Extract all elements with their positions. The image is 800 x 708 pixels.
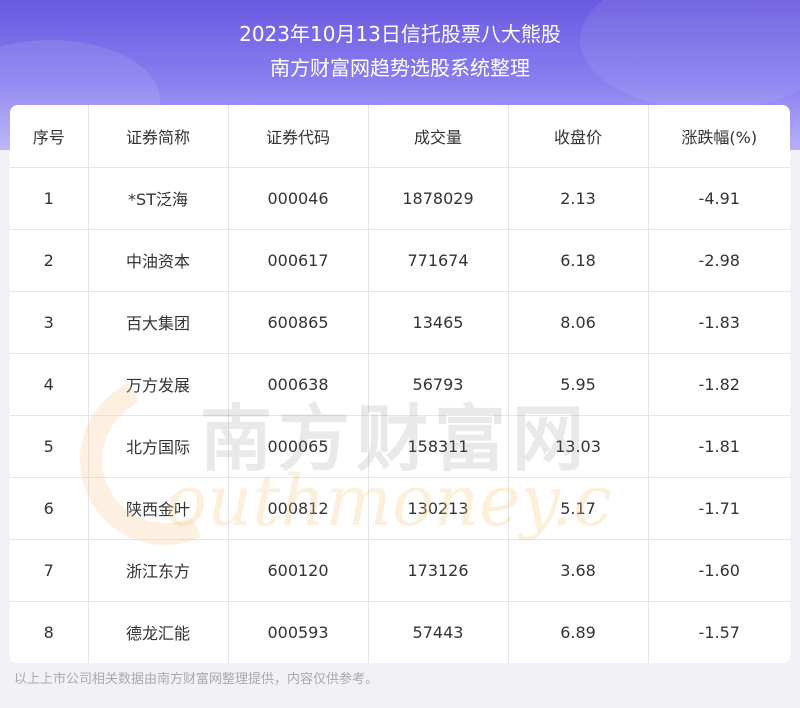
cell-index: 2 xyxy=(10,229,89,292)
cell-name: *ST泛海 xyxy=(88,167,229,230)
cell-change: -1.57 xyxy=(698,622,740,642)
cell-change: -1.71 xyxy=(648,477,790,540)
cell-code: 000812 xyxy=(228,477,369,540)
cell-change: -4.91 xyxy=(648,167,790,230)
cell-code: 000593 xyxy=(228,601,369,663)
table-row: 2 中油资本 000617 771674 6.18 -2.98 xyxy=(10,229,790,292)
cell-name: 德龙汇能 xyxy=(88,601,229,663)
cell-index: 6 xyxy=(10,477,89,540)
cell-index: 7 xyxy=(10,539,89,602)
cell-close: 5.17 xyxy=(508,477,649,540)
cell-index: 4 xyxy=(10,353,89,416)
cell-volume: 158311 xyxy=(368,415,509,478)
cell-close: 5.95 xyxy=(508,353,649,416)
table-card: 序号 证券简称 证券代码 成交量 收盘价 涨跌幅(%) 1 *ST泛海 0000… xyxy=(10,105,790,663)
cell-code: 000638 xyxy=(228,353,369,416)
cell-close: 13.03 xyxy=(508,415,649,478)
cell-volume: 57443 xyxy=(368,601,509,663)
cell-volume: 130213 xyxy=(368,477,509,540)
cell-close: 8.06 xyxy=(508,291,649,354)
table-header-row: 序号 证券简称 证券代码 成交量 收盘价 涨跌幅(%) xyxy=(10,105,790,168)
cell-close: 6.89 xyxy=(508,601,649,663)
cell-volume: 1878029 xyxy=(368,167,509,230)
cell-volume: 771674 xyxy=(368,229,509,292)
header-code: 证券代码 xyxy=(228,105,369,168)
cell-code: 600120 xyxy=(228,539,369,602)
cell-name: 中油资本 xyxy=(88,229,229,292)
cell-name: 北方国际 xyxy=(88,415,229,478)
cell-change: -2.98 xyxy=(648,229,790,292)
header-change: 涨跌幅(%) xyxy=(648,105,790,168)
table-row: 5 北方国际 000065 158311 13.03 -1.81 xyxy=(10,415,790,478)
table-row: 1 *ST泛海 000046 1878029 2.13 -4.91 xyxy=(10,167,790,230)
cell-index: 3 xyxy=(10,291,89,354)
cell-change: -1.81 xyxy=(648,415,790,478)
header-close: 收盘价 xyxy=(508,105,649,168)
cell-volume: 173126 xyxy=(368,539,509,602)
cell-name: 百大集团 xyxy=(88,291,229,354)
cell-change: -1.83 xyxy=(648,291,790,354)
cell-name: 陕西金叶 xyxy=(88,477,229,540)
page-subtitle: 南方财富网趋势选股系统整理 xyxy=(270,56,530,80)
cell-code: 000617 xyxy=(228,229,369,292)
header-index: 序号 xyxy=(10,105,89,168)
table-row: 8 德龙汇能 000593 57443 6.89 -1.57 xyxy=(10,601,790,663)
footer-note: 以上上市公司相关数据由南方财富网整理提供，内容仅供参考。 xyxy=(14,672,379,687)
cell-index: 1 xyxy=(10,167,89,230)
cell-name: 万方发展 xyxy=(88,353,229,416)
cell-name: 浙江东方 xyxy=(88,539,229,602)
cell-volume: 13465 xyxy=(368,291,509,354)
cell-code: 600865 xyxy=(228,291,369,354)
cell-close: 3.68 xyxy=(508,539,649,602)
page-title: 2023年10月13日信托股票八大熊股 xyxy=(239,22,561,46)
cell-close: 2.13 xyxy=(508,167,649,230)
table-row: 4 万方发展 000638 56793 5.95 -1.82 xyxy=(10,353,790,416)
cell-index: 8 xyxy=(10,601,89,663)
table-row: 3 百大集团 600865 13465 8.06 -1.83 xyxy=(10,291,790,354)
header-volume: 成交量 xyxy=(368,105,509,168)
cell-change: -1.60 xyxy=(648,539,790,602)
cell-index: 5 xyxy=(10,415,89,478)
cell-code: 000046 xyxy=(228,167,369,230)
cell-code: 000065 xyxy=(228,415,369,478)
table-row: 6 陕西金叶 000812 130213 5.17 -1.71 xyxy=(10,477,790,540)
cell-volume: 56793 xyxy=(368,353,509,416)
stock-table: 序号 证券简称 证券代码 成交量 收盘价 涨跌幅(%) 1 *ST泛海 0000… xyxy=(10,105,790,663)
table-row: 7 浙江东方 600120 173126 3.68 -1.60 xyxy=(10,539,790,602)
header-name: 证券简称 xyxy=(88,105,229,168)
cell-close: 6.18 xyxy=(508,229,649,292)
cell-change: -1.82 xyxy=(648,353,790,416)
